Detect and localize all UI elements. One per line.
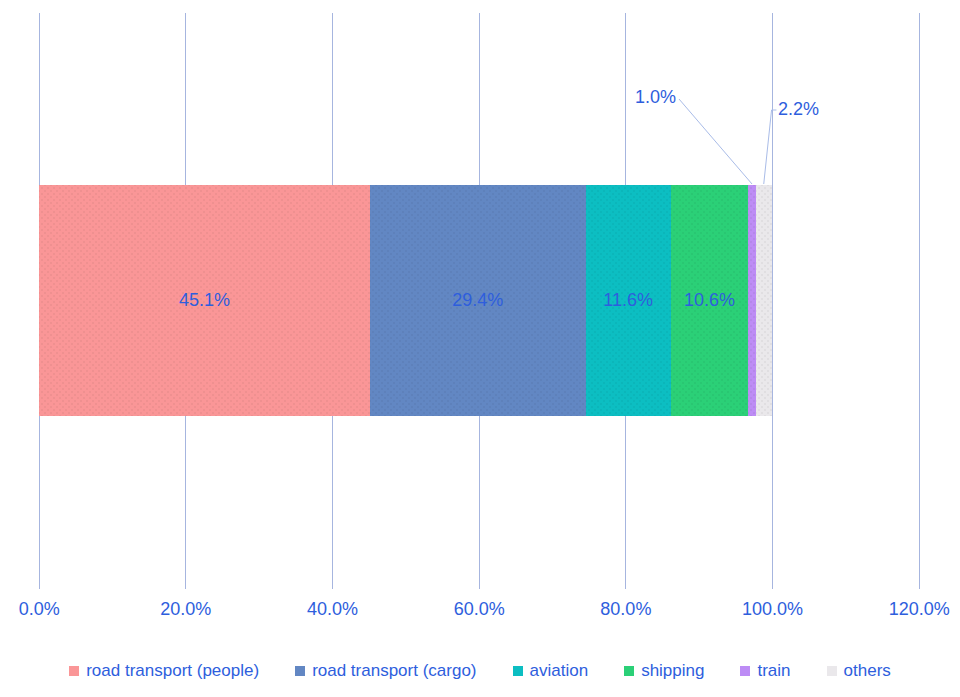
legend-item-shipping: shipping — [624, 661, 704, 681]
bar-segment-others — [756, 185, 772, 416]
bar-segment-train — [748, 185, 755, 416]
legend-marker — [827, 666, 837, 676]
bar-segment-road-transport-cargo: 29.4% — [370, 185, 586, 416]
legend-marker — [295, 666, 305, 676]
data-label: 11.6% — [603, 290, 653, 311]
legend-marker — [69, 666, 79, 676]
x-tick-label: 0.0% — [19, 600, 60, 618]
legend-label: train — [757, 661, 790, 681]
leader-line-train — [679, 99, 752, 184]
legend-item-road-transport-people: road transport (people) — [69, 661, 259, 681]
data-label: 45.1% — [179, 290, 230, 311]
legend-label: road transport (people) — [86, 661, 259, 681]
legend-marker — [740, 666, 750, 676]
data-label: 29.4% — [452, 290, 503, 311]
bar-segment-road-transport-people: 45.1% — [39, 185, 370, 416]
bar-segment-aviation: 11.6% — [586, 185, 671, 416]
legend-item-road-transport-cargo: road transport (cargo) — [295, 661, 476, 681]
legend-label: aviation — [530, 661, 589, 681]
legend-marker — [624, 666, 634, 676]
gridline — [919, 13, 920, 589]
x-tick-label: 40.0% — [307, 600, 358, 618]
legend-label: shipping — [641, 661, 704, 681]
bar-segment-shipping: 10.6% — [671, 185, 749, 416]
legend-item-others: others — [827, 661, 891, 681]
chart-page: 45.1% 29.4% 11.6% 10.6% 1.0% 2.2% 0.0% 20.0% 4… — [0, 0, 960, 697]
callout-label-others: 2.2% — [778, 100, 819, 118]
x-tick-label: 20.0% — [160, 600, 211, 618]
x-tick-label: 100.0% — [742, 600, 803, 618]
callout-label-train: 1.0% — [635, 88, 676, 106]
legend: road transport (people) road transport (c… — [0, 661, 960, 681]
legend-item-aviation: aviation — [513, 661, 589, 681]
data-label: 10.6% — [684, 290, 735, 311]
x-tick-label: 60.0% — [454, 600, 505, 618]
legend-label: others — [844, 661, 891, 681]
gridline — [772, 13, 773, 589]
x-tick-label: 120.0% — [889, 600, 950, 618]
leader-line-others — [764, 110, 777, 184]
legend-marker — [513, 666, 523, 676]
x-tick-label: 80.0% — [600, 600, 651, 618]
legend-label: road transport (cargo) — [312, 661, 476, 681]
legend-item-train: train — [740, 661, 790, 681]
